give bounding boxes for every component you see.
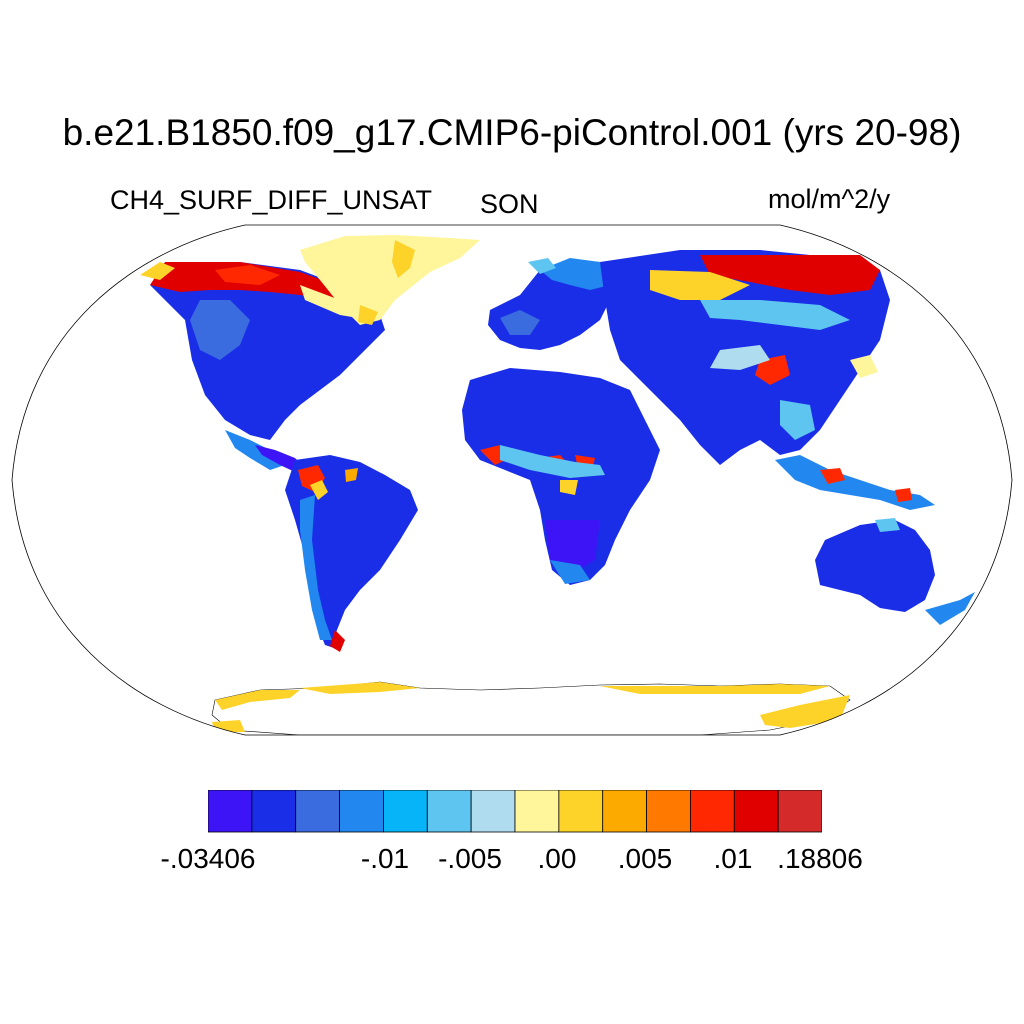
colorbar-box [646,790,691,833]
colorbar-box [690,790,735,833]
plot-title: b.e21.B1850.f09_g17.CMIP6-piControl.001 … [62,112,962,153]
colorbar-box [514,790,560,833]
colorbar-box [383,790,428,833]
colorbar-box [339,790,384,833]
colorbar-box [733,790,779,833]
central-america [255,445,305,472]
colorbar [208,790,822,833]
greenland [300,235,480,325]
colorbar-tick-label: .00 [537,843,577,874]
map-outline [11,224,1013,736]
south-america [285,455,418,652]
europe [488,258,620,350]
asia [600,250,890,465]
colorbar-tick-label: .01 [713,843,753,874]
antarctica [211,681,851,735]
colorbar-box [208,790,253,833]
colorbar-box [426,790,472,833]
season-label: SON [480,189,539,219]
north-america [140,262,385,470]
colorbar-tick-label: -.03406 [160,843,256,874]
africa [462,368,660,585]
colorbar-tick-label: .005 [617,843,673,874]
variable-label: CH4_SURF_DIFF_UNSAT [110,185,433,215]
colorbar-box [558,790,604,833]
australia [815,518,975,625]
units-label: mol/m^2/y [768,184,891,214]
colorbar-box [777,790,822,833]
colorbar-box [602,790,647,833]
colorbar-tick-label: .18806 [777,843,863,874]
colorbar-box [295,790,340,833]
colorbar-tick-label: -.005 [438,843,502,874]
colorbar-box [251,790,297,833]
southeast-asia [775,455,935,510]
colorbar-tick-label: -.01 [360,843,410,874]
colorbar-box [470,790,516,833]
